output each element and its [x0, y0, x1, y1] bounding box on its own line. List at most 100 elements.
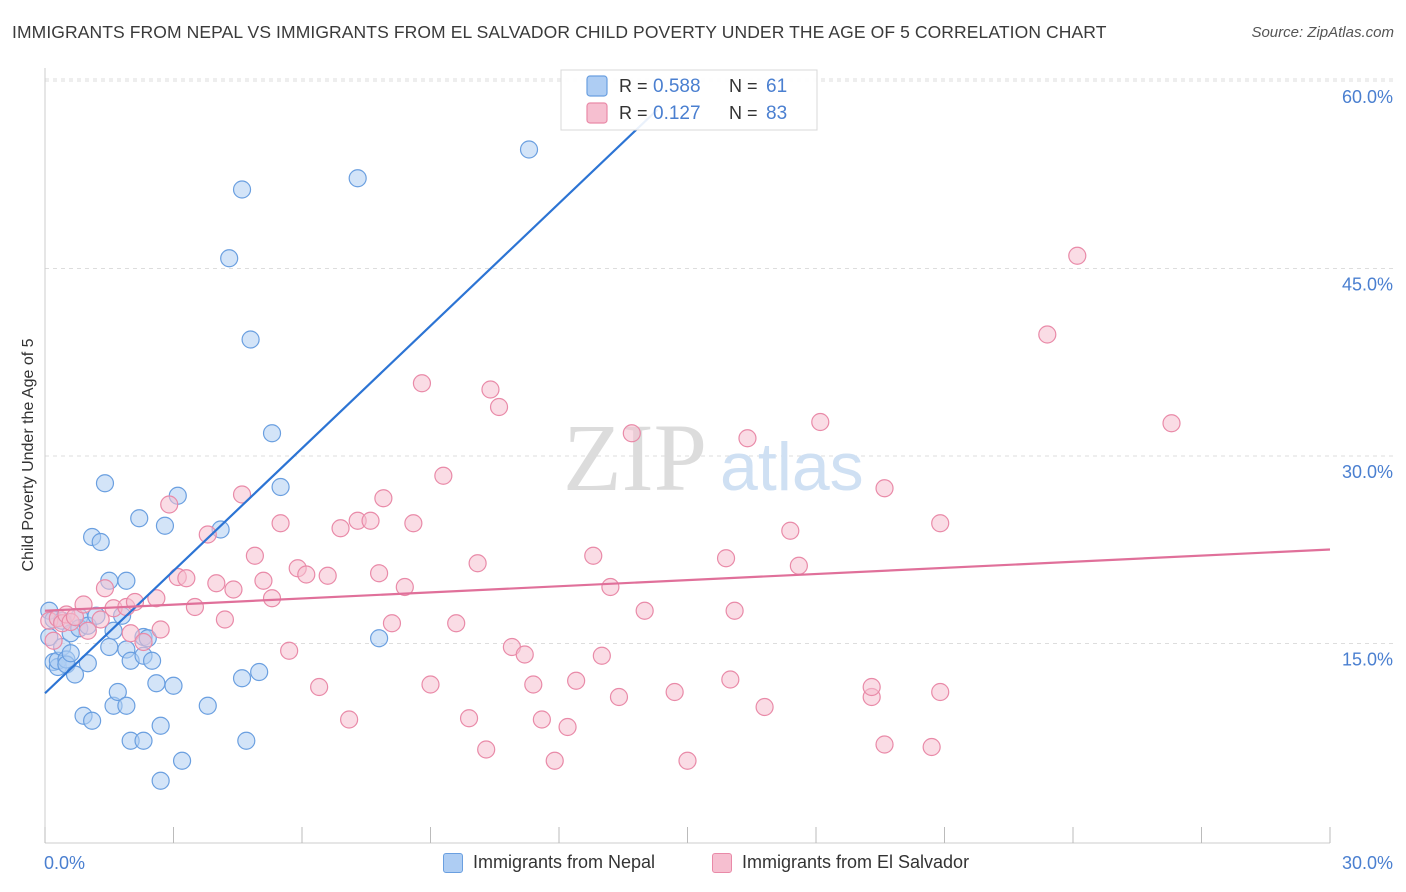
elsalvador-point — [370, 564, 389, 583]
elsalvador-point — [789, 556, 808, 575]
legend-swatch-nepal — [443, 852, 463, 873]
nepal-point — [198, 696, 217, 715]
elsalvador-point — [147, 589, 166, 608]
y-axis-label: Child Poverty Under the Age of 5 — [20, 338, 37, 572]
nepal-point — [61, 644, 80, 663]
nepal-point — [83, 711, 102, 730]
elsalvador-point — [310, 677, 329, 697]
elsalvador-point — [215, 610, 234, 629]
nepal-point — [134, 731, 153, 750]
legend-item-elsalvador[interactable]: Immigrants from El Salvador — [712, 852, 969, 873]
stats-n-value-elsalvador: 83 — [766, 103, 787, 124]
nepal-point — [232, 669, 252, 688]
elsalvador-point — [738, 429, 757, 448]
stats-n-value-nepal: 61 — [766, 76, 787, 97]
elsalvador-point — [185, 597, 205, 617]
nepal-point — [117, 571, 136, 590]
watermark: ZIP atlas — [563, 404, 864, 511]
elsalvador-point — [271, 514, 290, 533]
elsalvador-point — [331, 519, 350, 538]
series-legend: Immigrants from Nepal Immigrants from El… — [0, 852, 1406, 878]
elsalvador-point — [721, 670, 740, 689]
axes: 15.0% 30.0% 45.0% 60.0% 0.0% 30.0% — [44, 68, 1393, 873]
elsalvador-point — [207, 574, 226, 593]
nepal-point — [241, 330, 260, 349]
elsalvador-point — [134, 632, 153, 652]
stats-r-value-elsalvador: 0.127 — [653, 103, 701, 124]
stats-r-value-nepal: 0.588 — [653, 76, 701, 97]
chart-title: IMMIGRANTS FROM NEPAL VS IMMIGRANTS FROM… — [12, 22, 1107, 42]
stats-swatch-elsalvador — [586, 102, 608, 124]
legend-label-nepal: Immigrants from Nepal — [473, 852, 656, 872]
stats-r-label: R = — [619, 103, 648, 123]
elsalvador-point — [922, 737, 941, 757]
elsalvador-point — [421, 675, 440, 694]
elsalvador-point — [558, 717, 577, 737]
x-tick-label: 0.0% — [44, 853, 85, 873]
elsalvador-point — [609, 687, 629, 707]
nepal-point — [95, 474, 115, 493]
elsalvador-point — [74, 595, 93, 614]
nepal-point — [117, 696, 136, 715]
elsalvador-point — [678, 751, 697, 770]
legend-swatch-elsalvador — [712, 852, 732, 873]
nepal-point — [262, 424, 282, 443]
elsalvador-point — [725, 601, 744, 620]
elsalvador-point — [781, 521, 800, 540]
stats-legend: R = 0.588 N = 61 R = 0.127 N = 83 — [560, 69, 818, 131]
nepal-point — [100, 637, 119, 657]
elsalvador-point — [601, 577, 620, 597]
legend-item-nepal[interactable]: Immigrants from Nepal — [443, 852, 655, 873]
elsalvador-point — [121, 624, 140, 643]
elsalvador-point — [434, 466, 453, 485]
nepal-point — [147, 674, 166, 693]
elsalvador-point — [361, 511, 380, 530]
source-credit: Source: ZipAtlas.com — [1251, 24, 1394, 41]
nepal-point — [370, 629, 389, 648]
elsalvador-point — [635, 601, 654, 620]
elsalvador-point — [395, 577, 414, 597]
stats-n-label: N = — [729, 76, 758, 96]
elsalvador-point — [447, 614, 466, 633]
nepal-point — [130, 509, 149, 528]
legend-label-elsalvador: Immigrants from El Salvador — [742, 852, 970, 872]
trend-line-nepal — [44, 108, 659, 695]
stats-n-label: N = — [729, 103, 758, 123]
nepal-point — [155, 516, 175, 535]
elsalvador-point — [862, 677, 881, 697]
x-tick-label: 30.0% — [1342, 853, 1393, 873]
elsalvador-point — [198, 525, 217, 544]
nepal-point — [172, 751, 192, 770]
elsalvador-point — [95, 579, 115, 598]
elsalvador-point — [716, 549, 736, 568]
elsalvador-point — [245, 546, 264, 565]
elsalvador-point — [340, 710, 359, 729]
elsalvador-point — [280, 641, 299, 660]
nepal-point — [250, 662, 269, 682]
elsalvador-point — [755, 697, 774, 717]
elsalvador-point — [318, 566, 337, 585]
elsalvador-point — [811, 412, 830, 432]
elsalvador-point — [262, 589, 282, 608]
elsalvador-point — [44, 631, 63, 650]
elsalvador-point — [404, 514, 423, 533]
y-tick-label: 60.0% — [1342, 87, 1393, 107]
elsalvador-point — [515, 645, 534, 664]
elsalvador-point — [477, 740, 496, 759]
nepal-point — [78, 654, 97, 673]
nepal-point — [232, 180, 252, 199]
elsalvador-point — [412, 374, 432, 393]
nepal-point — [91, 532, 110, 552]
elsalvador-point — [592, 646, 611, 665]
elsalvador-point — [875, 735, 894, 754]
nepal-point — [237, 731, 256, 750]
elsalvador-point — [224, 580, 243, 599]
elsalvador-point — [254, 571, 273, 590]
elsalvador-point — [1068, 246, 1087, 265]
stats-swatch-nepal — [586, 75, 608, 97]
elsalvador-point — [931, 682, 950, 702]
trend-lines — [44, 108, 1331, 695]
y-tick-label: 30.0% — [1342, 462, 1393, 482]
watermark-zip: ZIP — [563, 404, 707, 511]
